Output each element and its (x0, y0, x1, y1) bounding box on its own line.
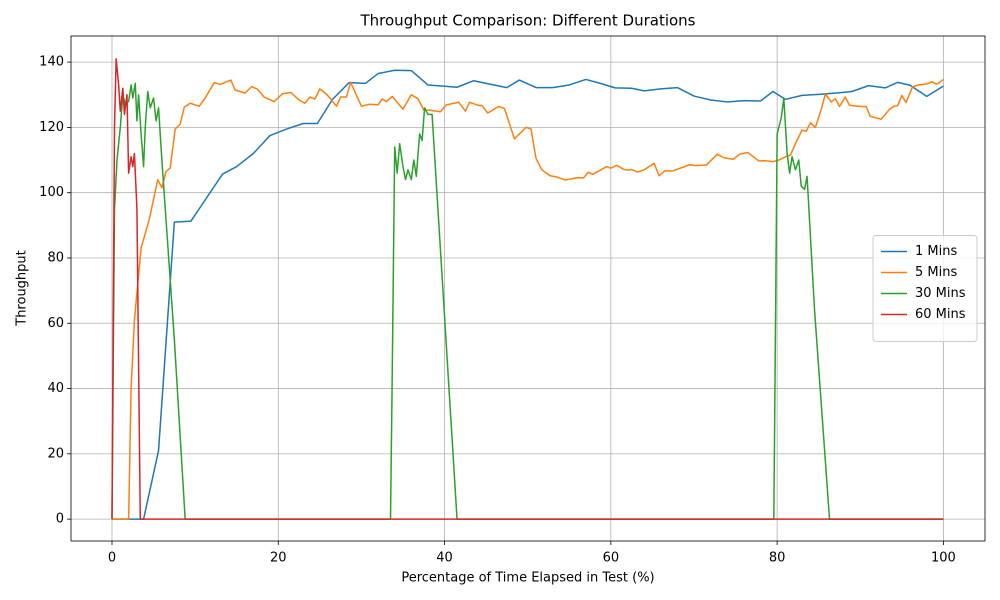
x-tick-label: 0 (108, 551, 116, 566)
y-tick-label: 0 (56, 512, 64, 527)
ticks: 0 20 40 60 80 100 0 20 40 60 80 100 120 140 (39, 55, 956, 566)
x-tick-label: 40 (436, 551, 453, 566)
y-tick-label: 120 (39, 120, 64, 135)
y-tick-label: 20 (47, 446, 64, 461)
legend: 1 Mins 5 Mins 30 Mins 60 Mins (872, 235, 978, 342)
legend-label: 30 Mins (915, 286, 966, 301)
data-line (111, 58, 944, 520)
y-tick-label: 80 (47, 250, 64, 265)
y-tick-label: 140 (39, 55, 64, 70)
legend-label: 60 Mins (915, 307, 966, 322)
x-tick-label: 80 (769, 551, 786, 566)
y-tick-label: 40 (47, 381, 64, 396)
grid (71, 36, 985, 541)
x-tick-label: 20 (270, 551, 287, 566)
data-line (111, 69, 944, 520)
y-tick-label: 100 (39, 185, 64, 200)
plot-area (111, 58, 944, 520)
legend-label: 1 Mins (915, 244, 957, 259)
x-tick-label: 100 (931, 551, 956, 566)
chart-title: Throughput Comparison: Different Duratio… (360, 12, 696, 30)
y-axis-label: Throughput (15, 250, 30, 327)
axes-frame (70, 35, 986, 542)
data-line (111, 82, 944, 520)
data-line (111, 78, 944, 520)
y-tick-label: 60 (47, 316, 64, 331)
x-axis-label: Percentage of Time Elapsed in Test (%) (401, 571, 654, 586)
x-tick-label: 60 (603, 551, 620, 566)
legend-label: 5 Mins (915, 265, 957, 280)
